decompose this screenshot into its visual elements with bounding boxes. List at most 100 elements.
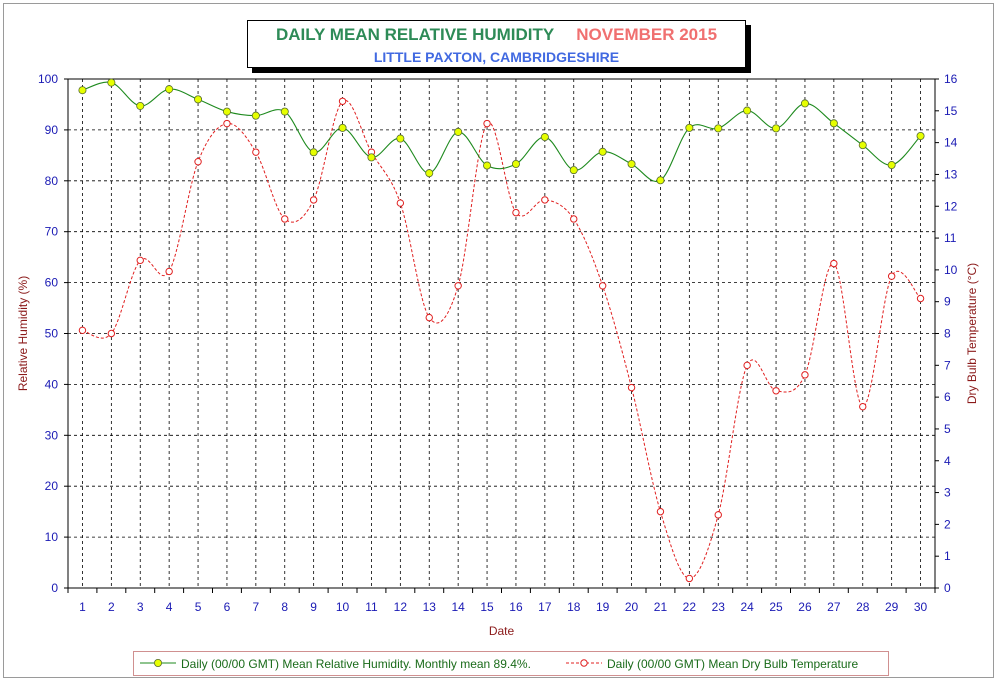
right-tick-label: 1 [944, 549, 951, 563]
legend: Daily (00/00 GMT) Mean Relative Humidity… [133, 651, 889, 676]
temperature-point [830, 259, 838, 268]
x-tick-label: 6 [224, 600, 231, 614]
left-tick-label: 100 [38, 72, 58, 86]
temperature-point [916, 294, 925, 303]
chart-frame [3, 3, 994, 678]
temperature-point [598, 282, 607, 290]
humidity-point [887, 161, 896, 170]
x-tick-label: 8 [281, 600, 288, 614]
temperature-point [252, 148, 260, 156]
x-tick-label: 30 [914, 600, 928, 614]
right-tick-label: 9 [944, 295, 951, 309]
humidity-point [367, 153, 376, 162]
right-tick-label: 14 [944, 136, 958, 150]
left-tick-label: 0 [51, 581, 58, 595]
humidity-point [800, 99, 809, 108]
temperature-point [425, 313, 433, 322]
temperature-point [281, 215, 289, 223]
x-tick-label: 27 [827, 600, 841, 614]
x-tick-label: 23 [712, 600, 726, 614]
temperature-series [78, 97, 925, 583]
humidity-point [656, 176, 665, 185]
right-tick-label: 13 [944, 167, 958, 181]
temperature-point [656, 507, 665, 516]
right-tick-label: 11 [944, 231, 957, 245]
temperature-point [454, 282, 462, 290]
temperature-point [136, 256, 144, 265]
humidity-point [511, 160, 520, 169]
right-tick-label: 15 [944, 104, 958, 118]
legend-humidity-symbol [140, 659, 176, 667]
temperature-point [627, 383, 636, 392]
x-tick-label: 22 [683, 600, 697, 614]
x-tick-label: 1 [79, 600, 86, 614]
left-tick-label: 90 [45, 123, 59, 137]
x-axis-ticks: 1 2 3 4 5 6 7 8 9 10 11 12 13 14 15 16 17 18 19 20 21 22 23 24 2… [67, 588, 936, 614]
temperature-point [194, 158, 202, 166]
x-tick-label: 10 [336, 600, 350, 614]
x-tick-label: 28 [856, 600, 870, 614]
left-axis-ticks: 0 10 20 30 40 50 60 70 80 90 100 [38, 72, 68, 595]
legend-temperature-label: Daily (00/00 GMT) Mean Dry Bulb Temperat… [607, 657, 859, 671]
temperature-point [685, 574, 694, 583]
temperature-point [801, 371, 809, 379]
x-tick-label: 18 [567, 600, 581, 614]
legend-temperature-symbol [566, 659, 602, 667]
right-tick-label: 7 [944, 358, 951, 372]
temperature-point [541, 196, 549, 204]
right-tick-label: 16 [944, 72, 958, 86]
left-tick-label: 40 [45, 377, 59, 391]
left-tick-label: 30 [45, 428, 59, 442]
humidity-point [569, 166, 578, 175]
x-tick-label: 19 [596, 600, 610, 614]
right-tick-label: 12 [944, 199, 958, 213]
chart-month: NOVEMBER 2015 [576, 25, 718, 44]
temperature-point [338, 97, 347, 105]
x-tick-label: 17 [538, 600, 552, 614]
x-tick-label: 3 [137, 600, 144, 614]
humidity-point [772, 124, 781, 133]
x-tick-label: 5 [195, 600, 202, 614]
right-axis-label: Dry Bulb Temperature (°C) [965, 263, 979, 404]
left-tick-label: 80 [45, 174, 59, 188]
humidity-point [598, 147, 607, 156]
humidity-point [136, 101, 145, 110]
left-tick-label: 70 [45, 225, 59, 239]
humidity-point [165, 85, 174, 94]
temperature-point [512, 208, 520, 217]
humidity-point [309, 148, 318, 157]
x-tick-label: 2 [108, 600, 115, 614]
temperature-point [483, 119, 491, 128]
title-box: DAILY MEAN RELATIVE HUMIDITY NOVEMBER 201… [247, 20, 746, 68]
right-tick-label: 10 [944, 263, 958, 277]
temperature-point [107, 329, 116, 338]
x-tick-label: 9 [310, 600, 317, 614]
humidity-point [829, 119, 838, 128]
x-tick-label: 14 [451, 600, 465, 614]
temperature-point [223, 119, 231, 128]
humidity-point [540, 133, 549, 142]
temperature-point [570, 215, 578, 223]
humidity-point [916, 132, 925, 141]
humidity-series [78, 78, 925, 185]
chart-subtitle: LITTLE PAXTON, CAMBRIDGESHIRE [373, 49, 620, 65]
x-tick-label: 11 [365, 600, 378, 614]
right-tick-label: 0 [944, 581, 951, 595]
legend-humidity-label: Daily (00/00 GMT) Mean Relative Humidity… [181, 657, 531, 671]
x-tick-label: 4 [166, 600, 173, 614]
humidity-point [685, 123, 694, 132]
temperature-point [772, 387, 780, 395]
x-tick-label: 20 [625, 600, 639, 614]
x-tick-label: 13 [423, 600, 437, 614]
x-tick-label: 24 [740, 600, 754, 614]
temperature-point [743, 361, 751, 370]
x-tick-label: 26 [798, 600, 812, 614]
humidity-point [714, 124, 723, 133]
right-tick-label: 6 [944, 390, 951, 404]
x-tick-label: 21 [654, 600, 668, 614]
humidity-point [743, 106, 752, 115]
temperature-point [78, 326, 87, 335]
right-tick-label: 3 [944, 486, 951, 500]
